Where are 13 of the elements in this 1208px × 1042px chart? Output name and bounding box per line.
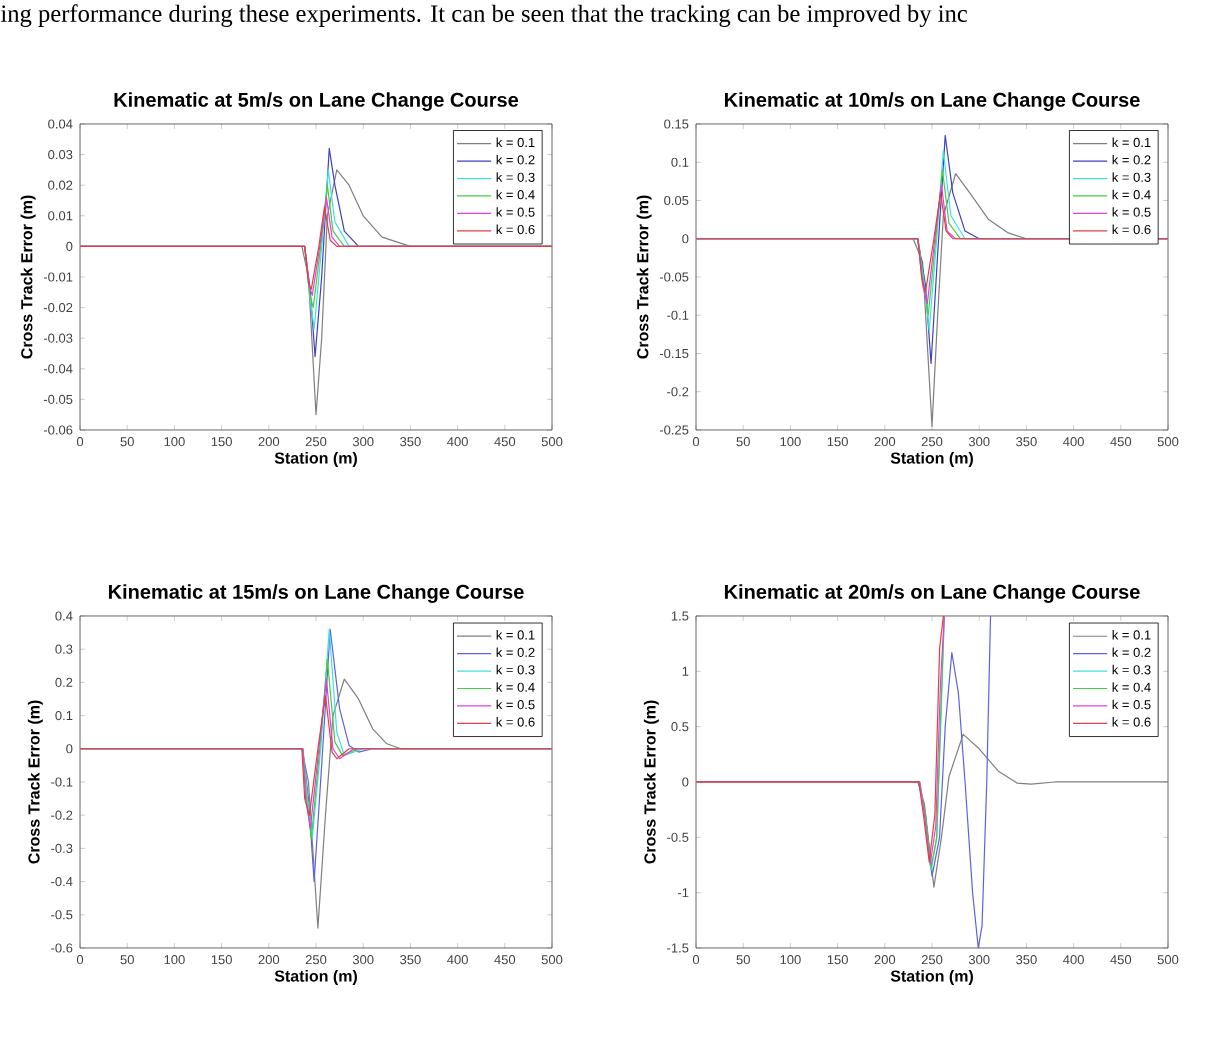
y-axis-title: Cross Track Error (m) <box>27 700 43 864</box>
chart-title: Kinematic at 20m/s on Lane Change Course <box>724 584 1140 603</box>
y-axis-title: Cross Track Error (m) <box>643 700 659 864</box>
y-axis-title: Cross Track Error (m) <box>636 195 652 359</box>
chart-title: Kinematic at 5m/s on Lane Change Course <box>114 92 519 111</box>
y-axis-title: Cross Track Error (m) <box>20 195 36 359</box>
text: ing performance during these experiments. It can be seen that the tracking can be improved by inc <box>0 4 968 27</box>
chart-title: Kinematic at 10m/s on Lane Change Course <box>724 92 1140 111</box>
x-axis-title: Station (m) <box>890 969 973 985</box>
x-axis-title: Station (m) <box>274 451 357 467</box>
x-axis-title: Station (m) <box>274 969 357 985</box>
x-axis-title: Station (m) <box>890 451 973 467</box>
chart-title: Kinematic at 15m/s on Lane Change Course <box>108 584 524 603</box>
